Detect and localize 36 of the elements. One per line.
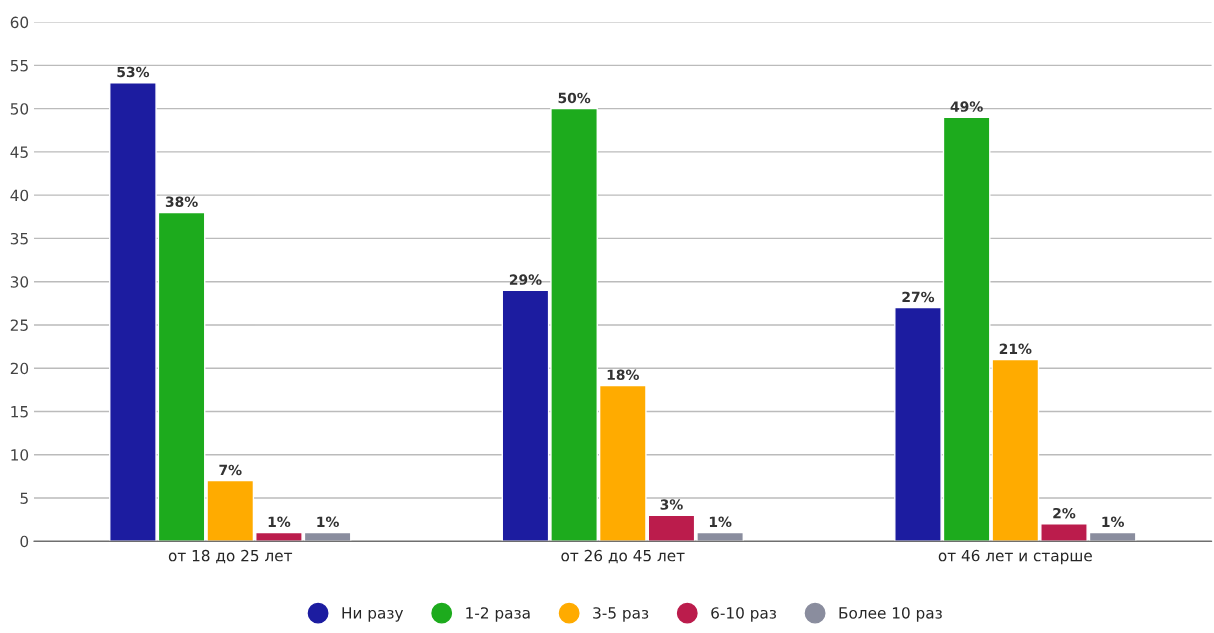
y-tick-label: 0 [20,535,29,548]
data-label: 1% [1102,516,1124,528]
x-tick-label: от 18 до 25 лет [168,549,293,564]
data-label: 27% [902,291,935,303]
data-label: 1% [317,516,339,528]
data-label: 2% [1053,507,1076,519]
legend-label: Более 10 раз [839,607,942,622]
data-label: 18% [607,369,639,381]
data-label: 1% [268,516,291,528]
data-label: 1% [709,516,732,528]
data-label: 21% [999,343,1032,355]
y-tick-label: 45 [10,146,28,158]
data-label: 53% [117,66,150,78]
x-tick-label: от 26 до 45 лет [561,549,685,564]
y-tick-label: 50 [10,103,29,115]
y-tick-label: 60 [10,16,29,29]
legend-label: Ни разу [342,607,404,622]
data-label: 3% [660,499,683,510]
y-tick-label: 55 [10,60,28,72]
y-tick-label: 5 [20,492,28,504]
data-label: 7% [219,464,242,476]
data-label: 50% [558,92,591,104]
y-tick-label: 35 [10,232,28,245]
y-tick-label: 10 [11,449,29,461]
data-label: 49% [950,101,983,112]
y-tick-label: 25 [10,319,28,331]
legend-label: 6-10 раз [711,607,776,622]
y-tick-label: 20 [10,362,29,375]
y-tick-label: 30 [10,276,29,288]
data-label: 29% [509,274,542,285]
legend-label: 1-2 раза [466,607,530,622]
data-label: 38% [165,196,198,208]
legend-label: 3-5 раз [593,607,649,622]
y-tick-label: 15 [11,406,28,418]
y-tick-label: 40 [10,189,29,202]
x-tick-label: от 46 лет и старше [938,549,1092,565]
